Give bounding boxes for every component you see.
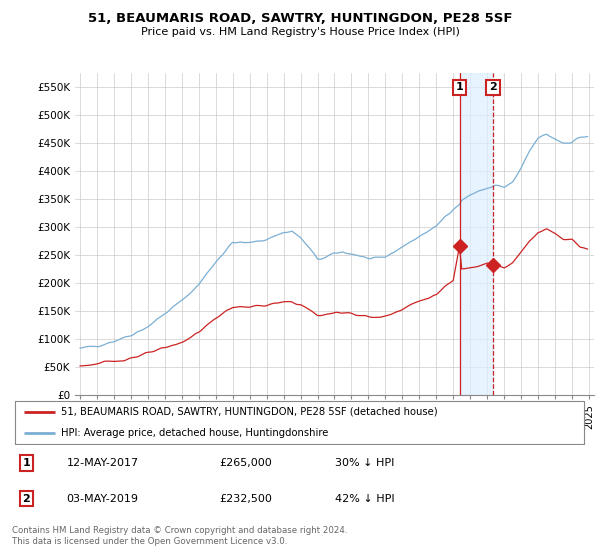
Text: 1: 1 [23,458,30,468]
Text: £232,500: £232,500 [220,494,272,503]
Text: 30% ↓ HPI: 30% ↓ HPI [335,458,394,468]
Text: 42% ↓ HPI: 42% ↓ HPI [335,494,394,503]
Text: Contains HM Land Registry data © Crown copyright and database right 2024.
This d: Contains HM Land Registry data © Crown c… [12,526,347,546]
Text: 2: 2 [23,494,30,503]
Text: 1: 1 [455,82,463,92]
Text: 51, BEAUMARIS ROAD, SAWTRY, HUNTINGDON, PE28 5SF: 51, BEAUMARIS ROAD, SAWTRY, HUNTINGDON, … [88,12,512,25]
Text: 12-MAY-2017: 12-MAY-2017 [67,458,139,468]
Text: Price paid vs. HM Land Registry's House Price Index (HPI): Price paid vs. HM Land Registry's House … [140,27,460,37]
Text: 51, BEAUMARIS ROAD, SAWTRY, HUNTINGDON, PE28 5SF (detached house): 51, BEAUMARIS ROAD, SAWTRY, HUNTINGDON, … [61,407,437,417]
Text: £265,000: £265,000 [220,458,272,468]
Text: 2: 2 [489,82,497,92]
Text: HPI: Average price, detached house, Huntingdonshire: HPI: Average price, detached house, Hunt… [61,428,328,438]
Text: 03-MAY-2019: 03-MAY-2019 [67,494,139,503]
FancyBboxPatch shape [15,400,584,444]
Bar [460,73,493,395]
